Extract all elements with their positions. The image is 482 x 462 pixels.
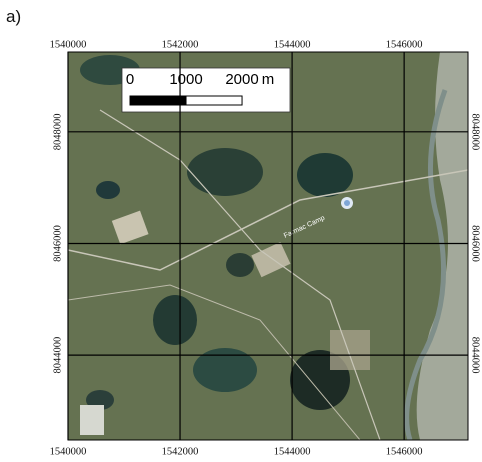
map-figure: a) Farmac Camp 1540000154000015420001542… <box>0 0 482 462</box>
panel-label: a) <box>6 7 21 26</box>
y-tick-label-right: 8044000 <box>470 337 481 374</box>
y-tick-label-right: 8048000 <box>470 113 481 150</box>
y-tick-label-left: 8046000 <box>52 225 63 262</box>
scale-label: 0 <box>126 71 134 88</box>
scale-label: 2000 <box>225 71 258 88</box>
scale-segment <box>130 96 186 105</box>
x-tick-label-bottom: 1540000 <box>50 446 87 457</box>
y-tick-label-left: 8044000 <box>52 337 63 374</box>
x-tick-label-top: 1546000 <box>386 39 423 50</box>
x-tick-label-bottom: 1546000 <box>386 446 423 457</box>
y-tick-label-left: 8048000 <box>52 113 63 150</box>
y-tick-label-right: 8046000 <box>470 225 481 262</box>
scale-unit: m <box>262 71 275 88</box>
x-tick-label-bottom: 1542000 <box>162 446 199 457</box>
x-tick-label-bottom: 1544000 <box>274 446 311 457</box>
scale-label: 1000 <box>169 71 202 88</box>
x-tick-label-top: 1544000 <box>274 39 311 50</box>
scale-segment <box>186 96 242 105</box>
x-tick-label-top: 1540000 <box>50 39 87 50</box>
x-tick-label-top: 1542000 <box>162 39 199 50</box>
